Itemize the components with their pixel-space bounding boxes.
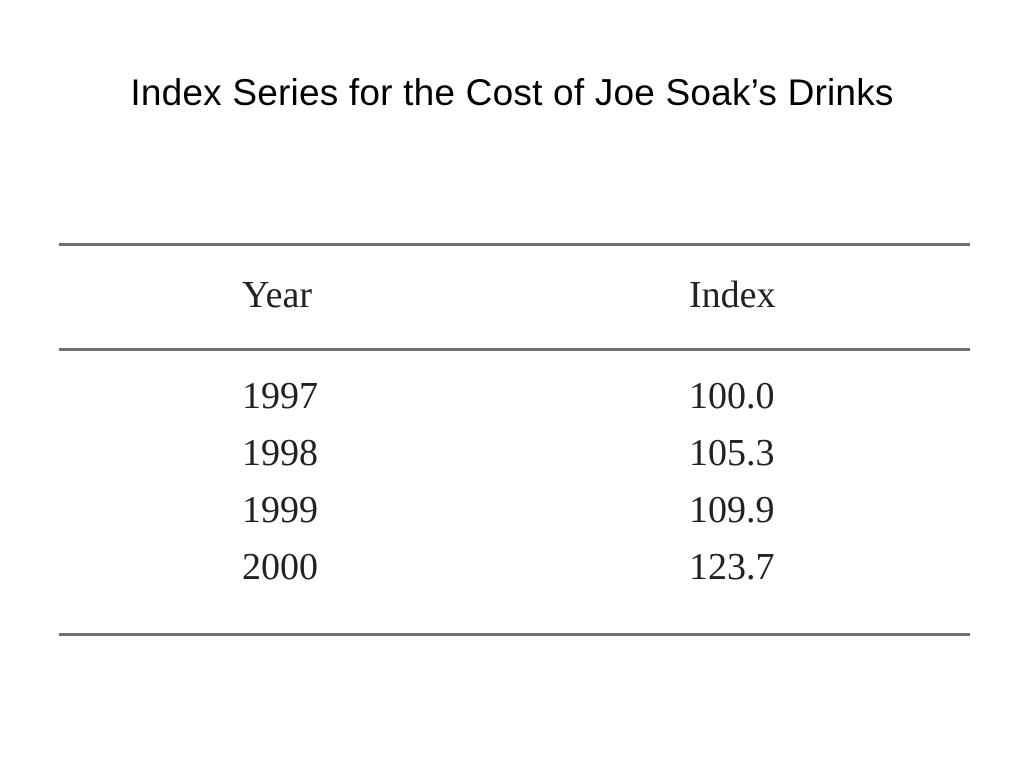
table-row: 2000 123.7 [59,548,970,605]
table-top-rule [59,243,970,246]
header-year: Year [242,274,313,316]
slide-title: Index Series for the Cost of Joe Soak’s … [130,72,894,113]
index-cell: 109.9 [689,489,775,531]
header-index: Index [689,274,776,316]
year-cell: 1999 [242,489,318,531]
index-cell: 105.3 [689,432,775,474]
table-row: 1997 100.0 [59,377,970,434]
index-table: Year Index 1997 100.0 1998 105.3 1999 10… [59,243,970,636]
table-header-row: Year Index [59,246,970,348]
index-cell: 100.0 [689,375,775,417]
table-header-rule [59,348,970,351]
index-cell: 123.7 [689,546,775,588]
year-cell: 1998 [242,432,318,474]
table-body: 1997 100.0 1998 105.3 1999 109.9 2000 12… [59,351,970,633]
table-row: 1999 109.9 [59,491,970,548]
table-bottom-rule [59,633,970,636]
year-cell: 1997 [242,375,318,417]
table-row: 1998 105.3 [59,434,970,491]
year-cell: 2000 [242,546,318,588]
